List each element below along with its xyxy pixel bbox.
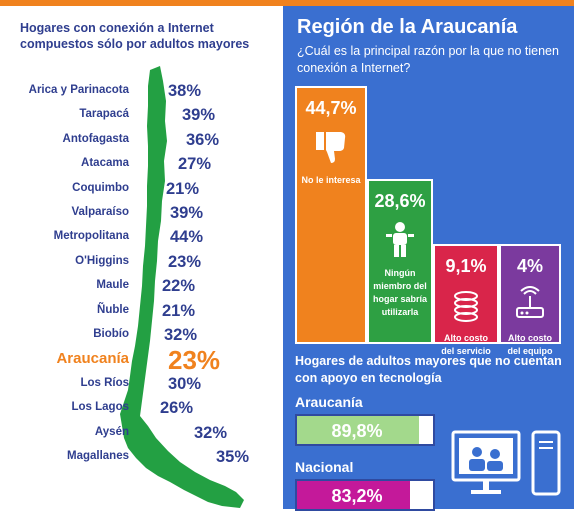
reason-label: No le interesa [301,175,361,185]
chile-map-shape [120,66,244,508]
region-name: Aysén [94,425,129,438]
support-bar-track: 83,2% [295,479,435,511]
region-pct: 35% [216,448,250,466]
region-name: Antofagasta [62,132,129,145]
person-icon [386,221,414,257]
region-name: Los Ríos [80,376,129,389]
reason-pct: 28,6% [374,190,426,211]
region-pct: 21% [162,301,196,320]
router-icon [516,286,544,318]
region-name: Los Lagos [71,401,129,414]
region-pct: 38% [168,82,202,100]
region-name: Biobío [93,328,129,340]
region-pct: 39% [182,106,216,125]
support-value: 89,8% [331,421,383,441]
support-value: 83,2% [331,486,383,506]
support-chart-title: Hogares de adultos mayores que no cuenta… [295,354,562,385]
region-pct: 36% [186,130,220,149]
region-name: O'Higgins [75,254,129,267]
left-panel: Hogares con conexión a Internet compuest… [0,6,283,509]
reason-pct: 4% [516,256,543,276]
support-bar-fill [297,416,420,444]
region-pct: 26% [160,399,194,418]
reason-question: ¿Cuál es la principal razón por la que n… [297,44,559,75]
region-name: Magallanes [67,450,129,462]
reason-label: Alto costo del servicio [441,333,491,356]
region-name: Valparaíso [71,206,129,218]
region-name: Tarapacá [79,108,129,121]
region-pct: 21% [166,179,200,198]
region-pct: 39% [170,204,204,222]
region-pct: 32% [194,423,228,442]
reason-pct: 9,1% [445,256,487,276]
reason-label: Ningún miembro del hogar sabría utilizar… [372,267,428,317]
support-label: Nacional [295,459,354,475]
region-pct: 30% [168,374,202,393]
reason-bar: 44,7% No le interesa [295,86,367,344]
left-chart-title: Hogares con conexión a Internet compuest… [20,21,250,51]
right-title: Región de la Araucanía [297,16,518,38]
chile-map [120,66,244,508]
region-name: Ñuble [97,303,129,316]
reason-bar: 4% Alto costo del equipo [499,244,561,356]
region-pct: 44% [170,228,204,247]
region-pct: 22% [162,277,196,296]
region-pct: 23% [168,252,202,271]
top-accent-bar [0,0,574,6]
computer-icon [451,430,561,496]
region-name: Maule [96,279,129,292]
region-name: Metropolitana [53,230,129,243]
region-pct: 32% [164,326,198,344]
region-name: Atacama [81,157,129,170]
thumbs-down-icon [316,132,346,163]
coins-icon [454,291,478,322]
region-name: Coquimbo [72,181,129,194]
support-label: Araucanía [295,394,363,410]
support-bar-fill [297,481,411,509]
region-pct: 27% [178,155,212,174]
support-bar-track: 89,8% [295,414,435,446]
reason-pct: 44,7% [305,98,357,118]
right-panel: Región de la Araucanía ¿Cuál es la princ… [283,6,574,511]
region-name: Araucanía [56,350,129,368]
region-pct: 23% [168,345,221,376]
reason-bar: 28,6% Ningún miembro del hogar sabría uti… [367,178,433,344]
region-name: Arica y Parinacota [28,84,129,96]
reason-bar: 9,1% Alto costo del servicio [433,244,499,356]
reason-label: Alto costo del equipo [507,333,553,356]
